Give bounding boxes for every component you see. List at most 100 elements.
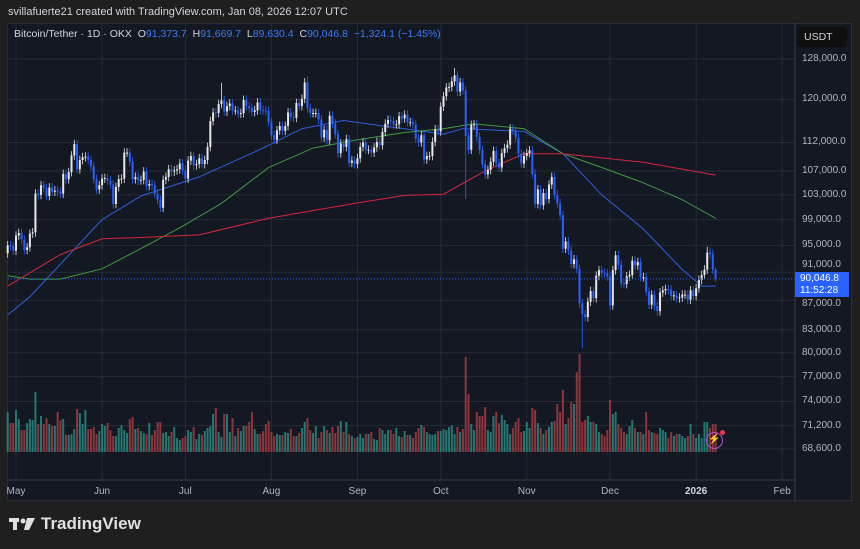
volume-bar (142, 433, 145, 452)
x-tick-label: Feb (773, 486, 791, 497)
volume-bar (275, 434, 278, 452)
candle-body (151, 183, 154, 186)
volume-bar (64, 435, 67, 452)
volume-bar (420, 425, 423, 452)
candle-body (634, 260, 637, 266)
volume-bar (584, 420, 587, 452)
candle-body (287, 112, 290, 126)
volume-bar (498, 423, 501, 452)
volume-bar (189, 432, 192, 452)
candle-body (87, 156, 90, 161)
volume-bar (647, 430, 650, 452)
volume-bar (575, 372, 578, 452)
volume-bar (589, 422, 592, 452)
candle-body (331, 115, 334, 124)
candle-body (342, 143, 345, 147)
candle-body (148, 183, 151, 186)
volume-bar (695, 438, 698, 452)
volume-bar (209, 426, 212, 452)
y-tick-label: 71,200.0 (802, 419, 841, 431)
volume-bar (386, 430, 389, 452)
candle-body (420, 135, 423, 143)
candle-body (570, 250, 573, 265)
volume-bar (103, 426, 106, 452)
candle-body (461, 82, 464, 91)
volume-bar (184, 436, 187, 452)
volume-bar (126, 433, 129, 452)
candle-body (459, 82, 462, 92)
volume-bar (223, 414, 226, 452)
volume-bar (661, 430, 664, 452)
candle-body (312, 113, 315, 115)
volume-bar (156, 422, 159, 452)
moving-average-line (7, 119, 716, 316)
volume-bar (253, 429, 256, 452)
volume-bar (656, 434, 659, 452)
candle-body (417, 138, 420, 143)
y-tick-label: 103,000.0 (802, 188, 847, 200)
candle-body (131, 161, 134, 180)
tradingview-logo-icon (9, 518, 35, 530)
volume-bar (200, 435, 203, 452)
volume-bar (106, 423, 109, 452)
volume-bar (167, 436, 170, 452)
volume-bar (611, 414, 614, 452)
volume-bar (700, 438, 703, 452)
volume-bar (392, 434, 395, 452)
volume-bar (12, 423, 15, 452)
volume-bar (362, 438, 364, 452)
volume-bar (128, 419, 131, 452)
candle-body (306, 82, 309, 109)
y-tick-label: 91,000.0 (802, 259, 841, 270)
volume-bar (176, 438, 179, 452)
candle-body (264, 110, 267, 112)
chart-pane[interactable] (7, 23, 852, 501)
volume-bar (364, 434, 367, 452)
candle-body (106, 178, 109, 181)
candle-body (567, 241, 570, 251)
candle-body (173, 170, 176, 172)
candle-body (414, 124, 417, 139)
volume-bar (23, 430, 26, 452)
candle-body (128, 152, 131, 162)
volume-bar (98, 431, 101, 452)
candle-body (631, 260, 634, 275)
candle-body (645, 277, 648, 292)
volume-bar (131, 417, 134, 452)
candle-body (89, 160, 92, 167)
ohlc-legend: Bitcoin/Tether · 1D · OKX O91,373.7 H91,… (14, 28, 441, 40)
candle-body (370, 149, 373, 153)
volume-bar (375, 440, 378, 452)
candle-body (423, 135, 426, 160)
volume-bar (331, 427, 334, 452)
y-tick-label: 99,000.0 (802, 213, 841, 225)
volume-bar (289, 429, 292, 452)
volume-bar (378, 428, 381, 452)
candle-body (572, 259, 575, 265)
volume-bar (578, 354, 581, 452)
candle-body (220, 100, 223, 105)
candle-body (62, 173, 65, 194)
volume-bar (323, 426, 326, 452)
lightning-bolt-icon[interactable]: ⚡ (706, 430, 725, 449)
volume-bar (173, 427, 176, 452)
candle-body (117, 179, 120, 187)
candle-body (481, 149, 484, 165)
volume-bar (248, 422, 251, 452)
volume-bar (478, 416, 481, 452)
current-price-label: 90,046.8 11:52:28 (795, 272, 849, 297)
candle-body (292, 116, 295, 118)
candle-body (620, 264, 623, 284)
volume-bar (62, 419, 65, 452)
x-tick-label: Aug (262, 486, 281, 497)
candle-body (550, 176, 553, 185)
currency-unit-button[interactable]: USDT (797, 27, 847, 47)
volume-bar (409, 435, 412, 452)
candle-body (495, 150, 498, 163)
candle-body (531, 150, 534, 174)
candle-body (703, 269, 706, 275)
volume-bar (239, 431, 242, 452)
volume-bar (423, 427, 426, 452)
volume-bar (556, 404, 559, 452)
